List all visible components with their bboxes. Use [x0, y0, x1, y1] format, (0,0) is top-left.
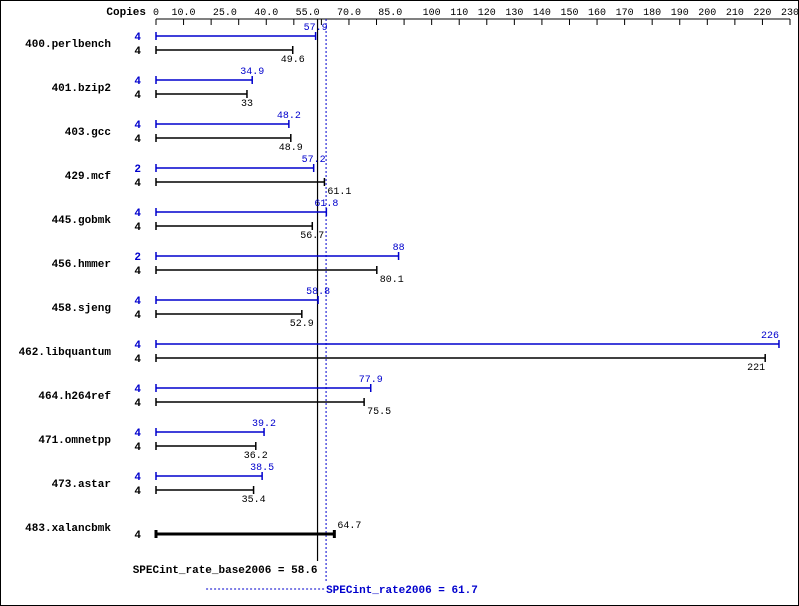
base-value-label: 75.5: [367, 407, 391, 418]
x-tick-label: 100: [423, 8, 441, 19]
base-value-label: 52.9: [290, 319, 314, 330]
base-value-label: 61.1: [327, 187, 351, 198]
benchmark-label: 456.hmmer: [52, 259, 111, 271]
x-tick-label: 230: [781, 8, 798, 19]
base-copies: 4: [134, 398, 141, 410]
x-tick-label: 130: [505, 8, 523, 19]
peak-copies: 2: [134, 164, 141, 176]
benchmark-label: 400.perlbench: [25, 39, 111, 51]
x-tick-label: 10.0: [172, 8, 196, 19]
peak-copies: 4: [134, 340, 141, 352]
benchmark-label: 403.gcc: [65, 127, 111, 139]
x-tick-label: 25.0: [213, 8, 237, 19]
peak-copies: 4: [134, 32, 141, 44]
peak-value-label: 38.5: [250, 463, 274, 474]
base-value-label: 56.7: [300, 231, 324, 242]
base-copies: 4: [134, 134, 141, 146]
x-tick-label: 110: [450, 8, 468, 19]
x-tick-label: 220: [753, 8, 771, 19]
base-copies: 4: [134, 486, 141, 498]
benchmark-label: 464.h264ref: [38, 391, 111, 403]
peak-copies: 4: [134, 428, 141, 440]
peak-copies: 4: [134, 296, 141, 308]
peak-value-label: 226: [761, 331, 779, 342]
benchmark-label: 445.gobmk: [52, 215, 112, 227]
base-value-label: 33: [241, 99, 253, 110]
peak-value-label: 57.2: [302, 155, 326, 166]
x-tick-label: 160: [588, 8, 606, 19]
base-value-label: 49.6: [281, 55, 305, 66]
x-tick-label: 190: [671, 8, 689, 19]
peak-value-label: 34.9: [240, 67, 264, 78]
x-tick-label: 70.0: [337, 8, 361, 19]
benchmark-label: 458.sjeng: [52, 303, 111, 315]
peak-value-label: 57.9: [304, 23, 328, 34]
peak-copies: 4: [134, 472, 141, 484]
peak-copies: 4: [134, 120, 141, 132]
peak-value-label: 77.9: [359, 375, 383, 386]
copies-header: Copies: [106, 7, 146, 19]
spec-rate-chart: 0 10.0 25.0 40.0 55.0 70.0 85.0 100 110 120 130 140…: [0, 0, 799, 606]
chart-svg: 0 10.0 25.0 40.0 55.0 70.0 85.0 100 110 120 130 140…: [1, 1, 798, 605]
median-peak-label: SPECint_rate2006 = 61.7: [326, 585, 478, 597]
x-tick-label: 140: [533, 8, 551, 19]
base-copies: 4: [134, 310, 141, 322]
benchmark-label: 401.bzip2: [52, 83, 111, 95]
base-copies: 4: [134, 266, 141, 278]
base-copies: 4: [134, 178, 141, 190]
peak-copies: 4: [134, 208, 141, 220]
base-copies: 4: [134, 90, 141, 102]
x-tick-label: 55.0: [296, 8, 320, 19]
base-copies: 4: [134, 530, 141, 542]
peak-copies: 4: [134, 384, 141, 396]
x-tick-label: 40.0: [254, 8, 278, 19]
x-tick-label: 0: [153, 8, 159, 19]
x-tick-label: 85.0: [378, 8, 402, 19]
benchmark-label: 429.mcf: [65, 171, 112, 183]
peak-value-label: 48.2: [277, 111, 301, 122]
x-tick-label: 180: [643, 8, 661, 19]
peak-value-label: 39.2: [252, 419, 276, 430]
x-tick-label: 120: [478, 8, 496, 19]
base-copies: 4: [134, 442, 141, 454]
benchmark-label: 473.astar: [52, 479, 111, 491]
base-copies: 4: [134, 354, 141, 366]
benchmark-label: 462.libquantum: [19, 347, 112, 359]
benchmark-label: 483.xalancbmk: [25, 523, 111, 535]
peak-value-label: 88: [393, 243, 405, 254]
base-copies: 4: [134, 222, 141, 234]
benchmark-label: 471.omnetpp: [38, 435, 111, 447]
x-tick-label: 150: [560, 8, 578, 19]
base-copies: 4: [134, 46, 141, 58]
peak-value-label: 58.8: [306, 287, 330, 298]
base-value-label: 36.2: [244, 451, 268, 462]
peak-value-label: 61.8: [314, 199, 338, 210]
base-value-label: 64.7: [337, 521, 361, 532]
peak-copies: 4: [134, 76, 141, 88]
base-value-label: 35.4: [242, 495, 266, 506]
base-value-label: 48.9: [279, 143, 303, 154]
median-base-label: SPECint_rate_base2006 = 58.6: [133, 565, 318, 577]
base-value-label: 80.1: [380, 275, 404, 286]
base-value-label: 221: [747, 363, 765, 374]
peak-copies: 2: [134, 252, 141, 264]
x-tick-label: 170: [616, 8, 634, 19]
x-tick-label: 200: [698, 8, 716, 19]
x-tick-label: 210: [726, 8, 744, 19]
